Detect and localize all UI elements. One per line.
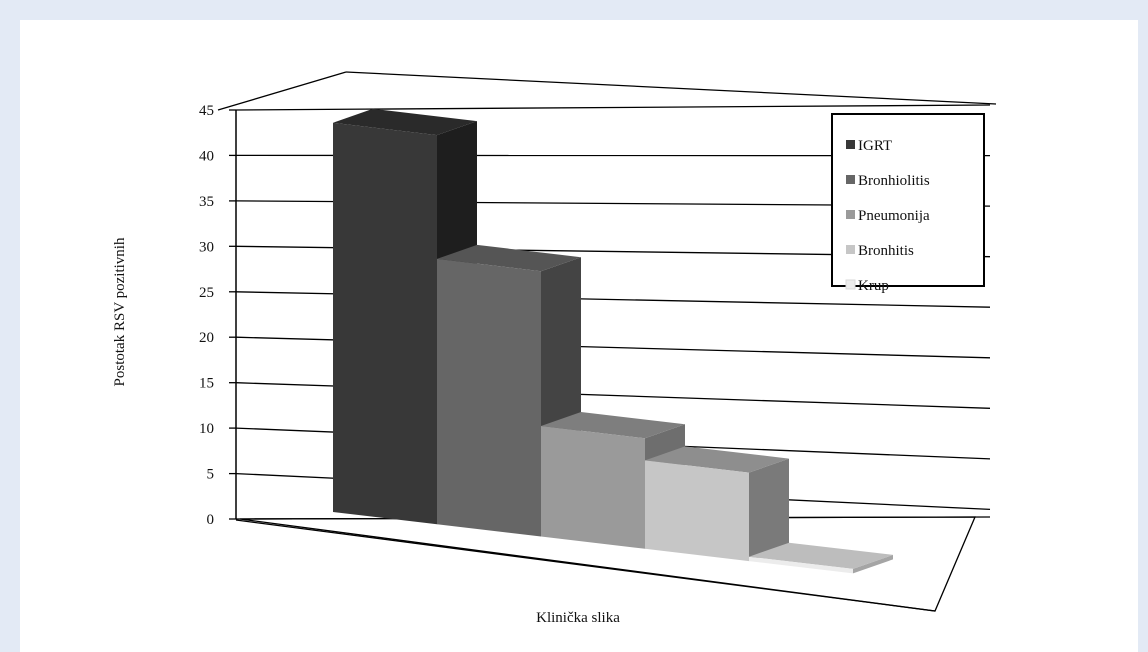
y-tick-label: 20 [199, 330, 214, 346]
y-axis-title: Postotak RSV pozitivnih [112, 237, 128, 386]
bar-top-bronhiolitis [437, 244, 581, 272]
y-tick-label: 30 [199, 239, 214, 255]
legend-label-bronhitis: Bronhitis [858, 243, 914, 259]
y-tick-label: 40 [199, 148, 214, 164]
back-wall-ceiling-edge [345, 71, 997, 105]
bar-top-bronhitis [645, 446, 789, 473]
legend-label-pneumonija: Pneumonija [858, 208, 930, 224]
y-tick-label: 25 [199, 285, 214, 301]
bar-side-bronhitis [749, 458, 789, 562]
bar-top-krup [749, 542, 893, 569]
bar-krup [749, 556, 853, 574]
y-tick-label: 45 [199, 103, 214, 119]
bar-bronhitis [645, 460, 749, 562]
legend-label-igrt: IGRT [858, 138, 892, 154]
y-tick-label: 35 [199, 194, 214, 210]
bar-bronhiolitis [437, 258, 541, 537]
gridline [235, 104, 991, 111]
y-tick-label: 15 [199, 376, 214, 392]
bars-layer [333, 108, 893, 574]
y-tick-labels: 0 5 10 15 20 25 30 35 40 45 [199, 103, 236, 528]
bar-top-pneumonija [541, 412, 685, 439]
legend-swatch-bronhiolitis [846, 175, 855, 184]
x-axis-title: Klinička slika [536, 610, 620, 626]
legend-swatch-igrt [846, 140, 855, 149]
bar-side-krup [853, 554, 893, 574]
legend-swatch-bronhitis [846, 245, 855, 254]
legend-label-bronhiolitis: Bronhiolitis [858, 173, 930, 189]
legend: IGRT Bronhiolitis Pneumonija Bronhitis Krup [831, 113, 985, 294]
x-axis-line [235, 519, 936, 612]
legend-swatch-krup [845, 279, 856, 290]
y-tick-label: 0 [207, 512, 215, 528]
legend-swatch-pneumonija [846, 210, 855, 219]
bar-top-igrt [333, 108, 477, 136]
y-tick-label: 5 [207, 467, 215, 483]
bar-pneumonija [541, 426, 645, 549]
bar-igrt [333, 122, 437, 525]
back-wall-top-edge [217, 71, 347, 111]
y-tick-label: 10 [199, 421, 214, 437]
legend-label-krup: Krup [858, 278, 889, 294]
legend-box [831, 113, 985, 287]
